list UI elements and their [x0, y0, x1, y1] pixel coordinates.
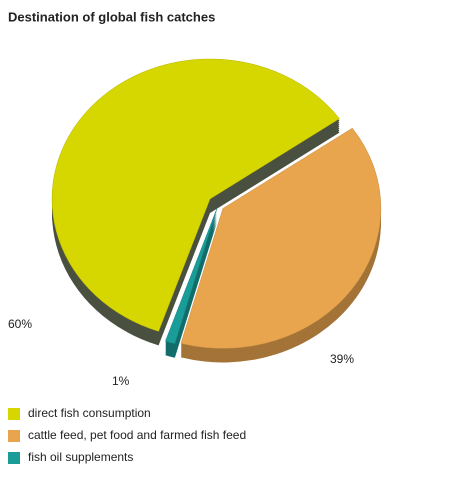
- legend-swatch: [8, 452, 20, 464]
- legend-label: fish oil supplements: [28, 450, 133, 464]
- legend-label: direct fish consumption: [28, 406, 151, 420]
- legend-label: cattle feed, pet food and farmed fish fe…: [28, 428, 246, 442]
- pie: [51, 58, 382, 349]
- chart-title: Destination of global fish catches: [8, 9, 215, 24]
- slice: [165, 208, 218, 345]
- legend-swatch: [8, 408, 20, 420]
- value-label: 1%: [112, 374, 130, 388]
- value-label: 39%: [330, 352, 354, 366]
- slice: [51, 58, 340, 332]
- slice: [180, 127, 382, 349]
- value-label: 60%: [8, 317, 32, 331]
- legend-swatch: [8, 430, 20, 442]
